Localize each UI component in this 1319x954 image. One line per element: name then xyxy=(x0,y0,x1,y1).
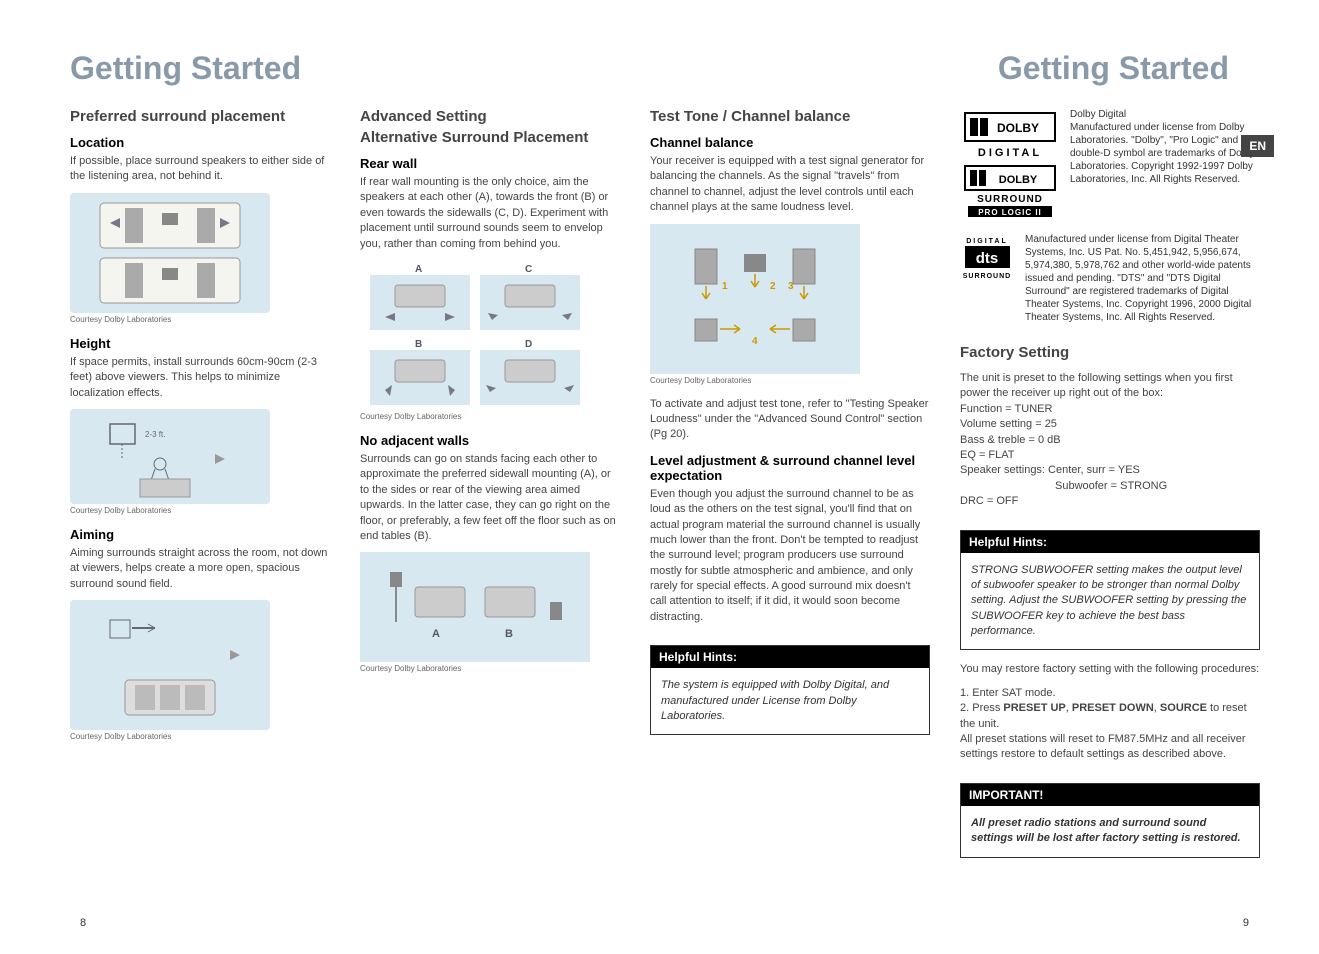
col3-title: Test Tone / Channel balance xyxy=(650,108,930,125)
noadjacent-text: Surrounds can go on stands facing each o… xyxy=(360,452,620,544)
location-diagram xyxy=(70,193,270,313)
note1-body: STRONG SUBWOOFER setting makes the outpu… xyxy=(961,553,1259,650)
svg-text:DOLBY: DOLBY xyxy=(997,121,1039,135)
rearwall-diagram: A C B D xyxy=(360,260,590,410)
channelbal-heading: Channel balance xyxy=(650,135,930,150)
svg-text:B: B xyxy=(415,339,422,350)
page-number-left: 8 xyxy=(80,917,86,929)
factory-s6: Subwoofer = STRONG xyxy=(960,479,1260,494)
location-heading: Location xyxy=(70,135,330,150)
noadjacent-heading: No adjacent walls xyxy=(360,433,620,448)
column-1: Preferred surround placement Location If… xyxy=(70,108,330,858)
leveladj-heading: Level adjustment & surround channel leve… xyxy=(650,453,930,483)
rearwall-text: If rear wall mounting is the only choice… xyxy=(360,175,620,252)
leveladj-text: Even though you adjust the surround chan… xyxy=(650,487,930,626)
dolby-logo-row: DOLBY DIGITAL DOLBY SURROUND PRO LOGIC I… xyxy=(960,108,1260,218)
page-content: Preferred surround placement Location If… xyxy=(0,0,1319,878)
col2-title2: Alternative Surround Placement xyxy=(360,129,620,146)
aiming-diagram xyxy=(70,600,270,730)
factory-s5: Speaker settings: Center, surr = YES xyxy=(960,463,1260,478)
channelbal-text: Your receiver is equipped with a test si… xyxy=(650,154,930,216)
note-box-important: IMPORTANT! All preset radio stations and… xyxy=(960,783,1260,858)
dts-logo: DIGITAL dts SURROUND xyxy=(960,233,1015,283)
restore-outro: All preset stations will reset to FM87.5… xyxy=(960,732,1260,763)
page-header-left: Getting Started xyxy=(70,50,301,87)
svg-text:1: 1 xyxy=(722,281,728,292)
svg-text:3: 3 xyxy=(788,281,794,292)
svg-text:4: 4 xyxy=(752,336,758,347)
note-title: Helpful Hints: xyxy=(651,646,929,668)
factory-intro: The unit is preset to the following sett… xyxy=(960,371,1260,402)
note1-title: Helpful Hints: xyxy=(961,531,1259,553)
note2-body: All preset radio stations and surround s… xyxy=(961,806,1259,857)
svg-text:B: B xyxy=(505,628,513,640)
factory-s3: Bass & treble = 0 dB xyxy=(960,433,1260,448)
channelbal-activate: To activate and adjust test tone, refer … xyxy=(650,397,930,443)
note-body: The system is equipped with Dolby Digita… xyxy=(651,668,929,734)
note2-title: IMPORTANT! xyxy=(961,784,1259,806)
height-diagram: 2-3 ft. xyxy=(70,409,270,504)
svg-text:DOLBY: DOLBY xyxy=(999,174,1038,186)
factory-s2: Volume setting = 25 xyxy=(960,417,1260,432)
channelbal-diagram: 1 2 3 4 xyxy=(650,224,860,374)
aiming-text: Aiming surrounds straight across the roo… xyxy=(70,546,330,592)
svg-text:DIGITAL: DIGITAL xyxy=(966,238,1007,245)
height-text: If space permits, install surrounds 60cm… xyxy=(70,355,330,401)
svg-text:SURROUND: SURROUND xyxy=(963,273,1011,280)
dts-logo-row: DIGITAL dts SURROUND Manufactured under … xyxy=(960,233,1260,324)
location-text: If possible, place surround speakers to … xyxy=(70,154,330,185)
factory-s1: Function = TUNER xyxy=(960,402,1260,417)
height-caption: Courtesy Dolby Laboratories xyxy=(70,506,330,515)
column-4: DOLBY DIGITAL DOLBY SURROUND PRO LOGIC I… xyxy=(960,108,1260,858)
svg-text:A: A xyxy=(432,628,440,640)
factory-title: Factory Setting xyxy=(960,344,1260,361)
location-caption: Courtesy Dolby Laboratories xyxy=(70,315,330,324)
restore-step1: 1. Enter SAT mode. xyxy=(960,686,1260,701)
language-tab: EN xyxy=(1241,135,1274,157)
svg-text:2-3 ft.: 2-3 ft. xyxy=(145,430,165,439)
factory-s7: DRC = OFF xyxy=(960,494,1260,509)
dolby-text: Dolby Digital Manufactured under license… xyxy=(1070,108,1260,218)
aiming-caption: Courtesy Dolby Laboratories xyxy=(70,732,330,741)
svg-text:2: 2 xyxy=(770,281,776,292)
dolby-logos: DOLBY DIGITAL DOLBY SURROUND PRO LOGIC I… xyxy=(960,108,1060,218)
restore-intro: You may restore factory setting with the… xyxy=(960,662,1260,677)
restore-step2: 2. Press PRESET UP, PRESET DOWN, SOURCE … xyxy=(960,701,1260,732)
column-2: Advanced Setting Alternative Surround Pl… xyxy=(360,108,620,858)
svg-text:DIGITAL: DIGITAL xyxy=(978,147,1042,159)
note-box-subwoofer: Helpful Hints: STRONG SUBWOOFER setting … xyxy=(960,530,1260,651)
height-heading: Height xyxy=(70,336,330,351)
column-3: Test Tone / Channel balance Channel bala… xyxy=(650,108,930,858)
svg-text:A: A xyxy=(415,264,422,275)
channelbal-caption: Courtesy Dolby Laboratories xyxy=(650,376,930,385)
col2-title1: Advanced Setting xyxy=(360,108,620,125)
dts-text: Manufactured under license from Digital … xyxy=(1025,233,1260,324)
svg-text:SURROUND: SURROUND xyxy=(977,194,1043,205)
svg-text:D: D xyxy=(525,339,532,350)
aiming-heading: Aiming xyxy=(70,527,330,542)
svg-text:dts: dts xyxy=(976,250,999,267)
svg-text:C: C xyxy=(525,264,532,275)
col1-title: Preferred surround placement xyxy=(70,108,330,125)
rearwall-caption: Courtesy Dolby Laboratories xyxy=(360,412,620,421)
noadjacent-diagram: A B xyxy=(360,552,590,662)
page-header-right: Getting Started xyxy=(998,50,1229,87)
rearwall-heading: Rear wall xyxy=(360,156,620,171)
note-box-dolby: Helpful Hints: The system is equipped wi… xyxy=(650,645,930,735)
page-number-right: 9 xyxy=(1243,917,1249,929)
noadjacent-caption: Courtesy Dolby Laboratories xyxy=(360,664,620,673)
factory-s4: EQ = FLAT xyxy=(960,448,1260,463)
svg-text:PRO LOGIC II: PRO LOGIC II xyxy=(978,208,1042,217)
